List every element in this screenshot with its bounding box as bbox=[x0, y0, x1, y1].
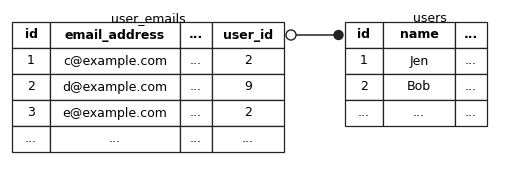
Text: users: users bbox=[413, 12, 447, 25]
Bar bbox=[12, 48, 50, 74]
Text: 2: 2 bbox=[244, 55, 252, 68]
Text: name: name bbox=[400, 29, 438, 42]
Text: ...: ... bbox=[25, 133, 37, 146]
Bar bbox=[50, 100, 180, 126]
Bar bbox=[345, 22, 383, 48]
Text: ...: ... bbox=[465, 106, 477, 120]
Text: 9: 9 bbox=[244, 80, 252, 93]
Bar bbox=[12, 74, 50, 100]
Text: d@example.com: d@example.com bbox=[62, 80, 168, 93]
Bar bbox=[212, 100, 284, 126]
Text: ...: ... bbox=[464, 29, 478, 42]
Text: 2: 2 bbox=[244, 106, 252, 120]
Text: 1: 1 bbox=[360, 55, 368, 68]
Text: c@example.com: c@example.com bbox=[63, 55, 167, 68]
Text: 3: 3 bbox=[27, 106, 35, 120]
Bar bbox=[212, 126, 284, 152]
Text: Jen: Jen bbox=[410, 55, 429, 68]
Text: id: id bbox=[24, 29, 37, 42]
Text: 2: 2 bbox=[360, 80, 368, 93]
Bar bbox=[12, 100, 50, 126]
Bar bbox=[345, 48, 383, 74]
Text: ...: ... bbox=[465, 80, 477, 93]
Bar bbox=[455, 100, 487, 126]
Bar bbox=[180, 48, 212, 74]
Bar bbox=[383, 48, 455, 74]
Text: email_address: email_address bbox=[65, 29, 165, 42]
Bar bbox=[12, 126, 50, 152]
Bar bbox=[50, 74, 180, 100]
Bar bbox=[50, 126, 180, 152]
Bar bbox=[383, 74, 455, 100]
Text: ...: ... bbox=[413, 106, 425, 120]
Text: ...: ... bbox=[190, 133, 202, 146]
Bar bbox=[180, 74, 212, 100]
Text: ...: ... bbox=[358, 106, 370, 120]
Bar bbox=[212, 22, 284, 48]
Text: ...: ... bbox=[190, 80, 202, 93]
Text: ...: ... bbox=[242, 133, 254, 146]
Circle shape bbox=[334, 30, 343, 39]
Text: id: id bbox=[358, 29, 370, 42]
Bar bbox=[212, 74, 284, 100]
Bar bbox=[180, 22, 212, 48]
Bar bbox=[345, 74, 383, 100]
Circle shape bbox=[286, 30, 296, 40]
Text: ...: ... bbox=[189, 29, 203, 42]
Text: ...: ... bbox=[190, 55, 202, 68]
Bar bbox=[455, 74, 487, 100]
Text: e@example.com: e@example.com bbox=[63, 106, 168, 120]
Bar bbox=[50, 48, 180, 74]
Bar bbox=[180, 126, 212, 152]
Bar bbox=[50, 22, 180, 48]
Text: ...: ... bbox=[190, 106, 202, 120]
Bar bbox=[455, 22, 487, 48]
Bar bbox=[455, 48, 487, 74]
Bar bbox=[345, 100, 383, 126]
Text: Bob: Bob bbox=[407, 80, 431, 93]
Text: user_id: user_id bbox=[223, 29, 273, 42]
Text: ...: ... bbox=[465, 55, 477, 68]
Text: user_emails: user_emails bbox=[111, 12, 185, 25]
Text: ...: ... bbox=[109, 133, 121, 146]
Text: 1: 1 bbox=[27, 55, 35, 68]
Bar bbox=[383, 100, 455, 126]
Bar bbox=[12, 22, 50, 48]
Bar bbox=[180, 100, 212, 126]
Bar bbox=[383, 22, 455, 48]
Text: 2: 2 bbox=[27, 80, 35, 93]
Bar bbox=[212, 48, 284, 74]
